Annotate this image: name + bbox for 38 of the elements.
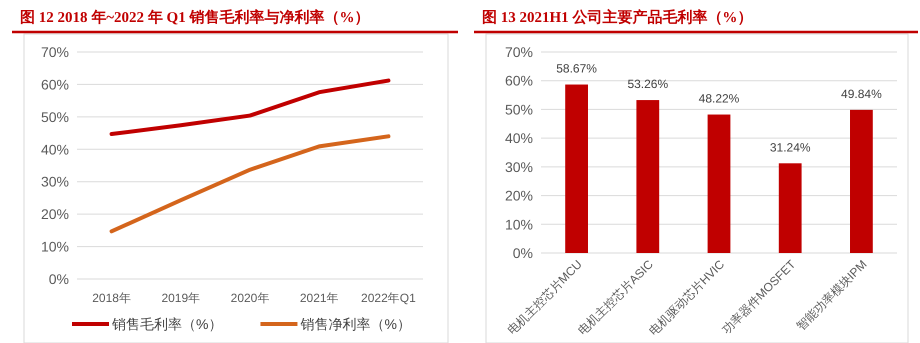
x-tick-label: 2018年 [92, 291, 131, 305]
y-tick-label: 70% [40, 44, 69, 60]
bar [636, 100, 660, 253]
x-tick-label: 2019年 [161, 291, 200, 305]
legend-label: 销售毛利率（%） [111, 316, 222, 332]
y-tick-label: 50% [40, 108, 69, 125]
x-tick-label: 2021年 [300, 291, 339, 305]
data-label: 53.26% [627, 77, 668, 92]
x-tick-label: 智能功率模块IPM [794, 257, 870, 334]
y-tick-label: 50% [504, 101, 533, 118]
bar [778, 163, 802, 253]
x-tick-label: 2022年Q1 [361, 291, 416, 305]
y-tick-label: 10% [504, 216, 533, 232]
legend-label: 销售净利率（%） [299, 316, 411, 332]
y-tick-label: 0% [48, 271, 69, 287]
chart-title: 图 13 2021H1 公司主要产品毛利率（%） [482, 8, 752, 26]
line-series [110, 78, 390, 136]
y-tick-label: 30% [504, 158, 533, 175]
x-tick-label: 2020年 [230, 291, 270, 305]
y-tick-label: 30% [40, 174, 69, 190]
y-tick-label: 40% [504, 130, 533, 146]
y-tick-label: 60% [40, 76, 69, 92]
data-label: 48.22% [698, 92, 740, 106]
y-tick-label: 60% [504, 72, 533, 89]
bar [565, 84, 588, 253]
chart-title: 图 12 2018 年~2022 年 Q1 销售毛利率与净利率（%） [20, 8, 370, 26]
bar [850, 110, 873, 253]
line-series [110, 134, 390, 234]
data-label: 58.67% [556, 62, 598, 76]
data-label: 49.84% [841, 86, 882, 101]
data-label: 31.24% [770, 140, 811, 154]
bar [708, 114, 730, 253]
y-tick-label: 70% [504, 44, 533, 60]
y-tick-label: 20% [504, 188, 533, 204]
y-tick-label: 10% [40, 238, 69, 255]
y-tick-label: 40% [40, 141, 69, 158]
y-tick-label: 0% [512, 245, 533, 261]
y-tick-label: 20% [40, 206, 69, 222]
